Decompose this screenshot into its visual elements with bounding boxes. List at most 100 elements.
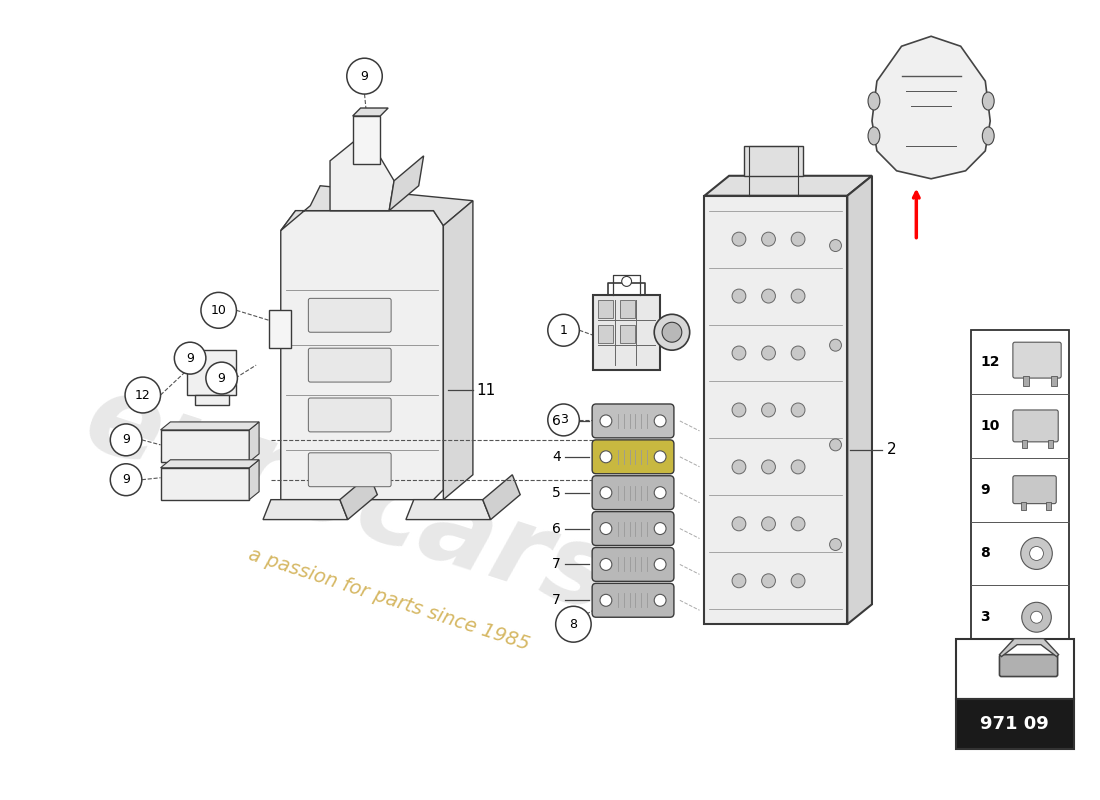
Polygon shape — [389, 156, 424, 210]
Circle shape — [654, 415, 666, 427]
Polygon shape — [263, 500, 348, 519]
Text: 6: 6 — [552, 414, 561, 428]
Circle shape — [761, 460, 776, 474]
Circle shape — [600, 451, 612, 462]
Circle shape — [201, 292, 236, 328]
Circle shape — [829, 239, 842, 251]
Circle shape — [761, 403, 776, 417]
FancyBboxPatch shape — [1000, 654, 1057, 677]
Text: 9: 9 — [122, 474, 130, 486]
Text: a passion for parts since 1985: a passion for parts since 1985 — [246, 545, 532, 654]
Circle shape — [829, 339, 842, 351]
Polygon shape — [187, 350, 236, 395]
Bar — [1023, 376, 1028, 386]
Text: 8: 8 — [980, 546, 990, 561]
FancyBboxPatch shape — [592, 547, 674, 582]
Text: 12: 12 — [135, 389, 151, 402]
Bar — [619, 300, 635, 318]
Circle shape — [1031, 611, 1043, 623]
Polygon shape — [406, 500, 491, 519]
Text: 6: 6 — [552, 522, 561, 535]
Text: 7: 7 — [552, 594, 561, 607]
FancyBboxPatch shape — [308, 348, 392, 382]
Bar — [598, 300, 613, 318]
Polygon shape — [330, 141, 394, 210]
Bar — [353, 116, 381, 164]
Circle shape — [174, 342, 206, 374]
Circle shape — [110, 464, 142, 496]
Bar — [1022, 440, 1026, 448]
Circle shape — [733, 289, 746, 303]
Circle shape — [654, 522, 666, 534]
FancyBboxPatch shape — [308, 453, 392, 486]
Polygon shape — [280, 186, 473, 230]
Polygon shape — [353, 108, 388, 116]
Circle shape — [654, 314, 690, 350]
Circle shape — [791, 460, 805, 474]
Circle shape — [654, 486, 666, 498]
Text: 5: 5 — [552, 486, 561, 500]
Ellipse shape — [868, 127, 880, 145]
Circle shape — [761, 517, 776, 531]
FancyBboxPatch shape — [592, 583, 674, 618]
Text: 9: 9 — [186, 352, 194, 365]
Text: 12: 12 — [980, 355, 1000, 369]
Circle shape — [733, 574, 746, 588]
FancyBboxPatch shape — [1013, 410, 1058, 442]
FancyBboxPatch shape — [1013, 476, 1056, 504]
Text: 9: 9 — [361, 70, 368, 82]
Circle shape — [654, 594, 666, 606]
Bar — [1046, 502, 1052, 510]
Circle shape — [125, 377, 161, 413]
Bar — [1021, 502, 1025, 510]
Circle shape — [733, 232, 746, 246]
Text: 8: 8 — [570, 618, 578, 630]
Text: 10: 10 — [211, 304, 227, 317]
Polygon shape — [250, 460, 260, 500]
Bar — [744, 146, 803, 176]
Circle shape — [548, 404, 580, 436]
Ellipse shape — [868, 92, 880, 110]
Circle shape — [346, 58, 383, 94]
Text: 9: 9 — [980, 482, 990, 497]
Polygon shape — [847, 176, 872, 624]
Circle shape — [654, 558, 666, 570]
Circle shape — [791, 289, 805, 303]
Text: eurocars: eurocars — [73, 364, 627, 635]
Circle shape — [1030, 546, 1044, 561]
Polygon shape — [443, 201, 473, 500]
Text: 3: 3 — [560, 414, 568, 426]
FancyBboxPatch shape — [308, 298, 392, 332]
Circle shape — [621, 277, 631, 286]
Polygon shape — [483, 474, 520, 519]
Text: 11: 11 — [476, 382, 495, 398]
FancyBboxPatch shape — [592, 440, 674, 474]
Text: 2: 2 — [887, 442, 896, 458]
Circle shape — [733, 403, 746, 417]
Text: 9: 9 — [122, 434, 130, 446]
Circle shape — [654, 451, 666, 462]
Circle shape — [791, 517, 805, 531]
Circle shape — [1022, 602, 1052, 632]
Circle shape — [791, 232, 805, 246]
Bar — [704, 196, 847, 624]
Bar — [619, 326, 635, 343]
Circle shape — [733, 517, 746, 531]
Polygon shape — [340, 474, 377, 519]
Polygon shape — [250, 422, 260, 462]
Text: 7: 7 — [552, 558, 561, 571]
Bar — [970, 330, 1069, 649]
Circle shape — [600, 558, 612, 570]
Ellipse shape — [982, 92, 994, 110]
Bar — [593, 295, 660, 370]
FancyBboxPatch shape — [592, 512, 674, 546]
Circle shape — [829, 538, 842, 550]
FancyBboxPatch shape — [592, 404, 674, 438]
Circle shape — [556, 606, 591, 642]
Text: 971 09: 971 09 — [980, 714, 1049, 733]
Polygon shape — [280, 210, 443, 500]
Circle shape — [733, 346, 746, 360]
Circle shape — [548, 314, 580, 346]
Text: 1: 1 — [560, 324, 568, 337]
Text: 10: 10 — [980, 419, 1000, 433]
